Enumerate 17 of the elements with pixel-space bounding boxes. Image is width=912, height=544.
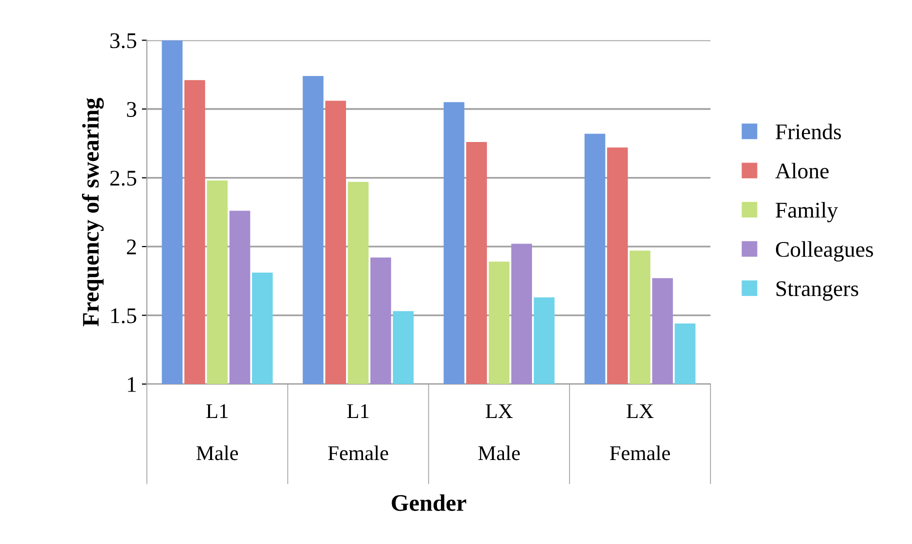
legend-label: Strangers: [776, 281, 858, 301]
legend-label: Alone: [775, 162, 829, 179]
y-axis-title: Frequency of swearing: [82, 98, 104, 326]
legend-label: Friends: [776, 124, 841, 140]
y-tick-label: 2: [126, 240, 136, 254]
category-label: L1 Male: [196, 404, 238, 460]
y-tick-label: 1: [128, 377, 136, 392]
y-tick-label: 1.5: [111, 308, 136, 324]
x-axis-title: Gender: [392, 494, 466, 511]
y-tick-label: 3: [127, 102, 136, 117]
y-tick-label: 2.5: [110, 170, 136, 186]
y-tick-label: 3.5: [110, 33, 136, 48]
legend-label: Colleagues: [776, 241, 873, 262]
category-label: LX Male: [478, 404, 520, 460]
legend-label: Family: [776, 202, 838, 222]
category-label: L1 Female: [328, 404, 388, 460]
category-label: LX Female: [610, 404, 670, 460]
